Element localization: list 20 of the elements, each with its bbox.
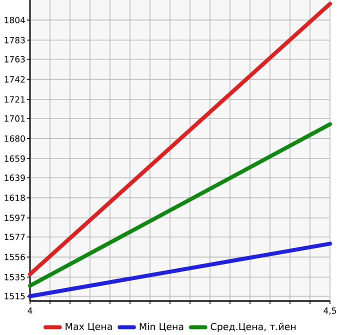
x-tick-label: 4,5	[324, 308, 336, 315]
y-tick-label: 1639	[4, 174, 25, 181]
y-tick-label: 1721	[4, 96, 25, 103]
y-tick-label: 1783	[4, 36, 25, 44]
legend-label: Max Цена	[66, 322, 112, 332]
y-tick-label: 1577	[4, 234, 25, 240]
y-tick-label: 1515	[4, 293, 25, 300]
y-tick-label: 1618	[4, 194, 25, 202]
y-tick-label: 1535	[4, 274, 25, 280]
y-tick-label: 1763	[4, 56, 25, 62]
y-tick-label: 1701	[4, 115, 25, 122]
y-tick-label: 1659	[4, 155, 25, 162]
y-tick-label: 1597	[4, 214, 25, 222]
y-tick-label: 1680	[4, 135, 25, 142]
legend-label: Сред.Цена, т.йен	[210, 322, 296, 332]
y-tick-label: 1556	[4, 254, 25, 260]
x-tick-label: 4	[28, 308, 32, 314]
y-tick-label: 1742	[4, 76, 25, 82]
y-tick-label: 1804	[4, 16, 25, 24]
legend-label: Min Цена	[140, 322, 184, 332]
